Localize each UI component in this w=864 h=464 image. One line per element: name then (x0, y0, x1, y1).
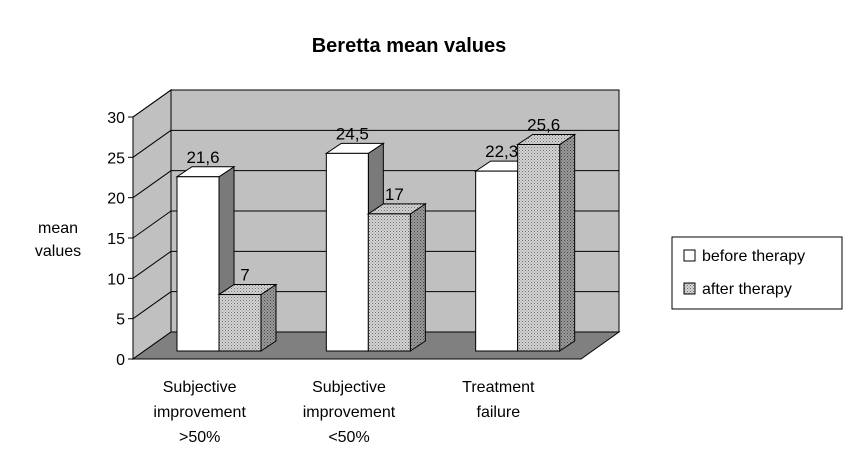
bar (325, 152, 369, 352)
y-tick-label: 5 (116, 312, 125, 329)
data-label: 17 (385, 185, 404, 204)
bar-side (260, 283, 277, 352)
gridline-side (132, 129, 172, 158)
x-tick-label: Treatment failure (462, 379, 535, 421)
bar (218, 294, 262, 352)
legend-box (671, 236, 843, 310)
bar-side (409, 202, 426, 352)
legend-swatch (683, 282, 696, 295)
y-axis-label: mean values (35, 220, 81, 260)
y-tick-label: 30 (107, 110, 125, 127)
bar (176, 176, 220, 352)
chart-title: Beretta mean values (312, 35, 507, 57)
y-tick-label: 10 (107, 271, 125, 288)
gridline-side (132, 291, 172, 320)
legend-label: after therapy (702, 281, 792, 298)
bar-side (559, 133, 576, 352)
bar (475, 170, 519, 352)
gridline-side (132, 170, 172, 199)
legend-swatch (683, 249, 696, 262)
gridline-side (132, 210, 172, 239)
y-tick-label: 0 (116, 352, 125, 369)
legend-label: before therapy (702, 248, 805, 265)
data-label: 24,5 (336, 124, 369, 143)
legend: before therapy after therapy (671, 236, 843, 310)
y-tick-label: 20 (107, 191, 125, 208)
bar (517, 143, 561, 352)
x-tick-label: Subjective improvement <50% (303, 379, 396, 446)
plot-area: 0 5 10 15 20 25 30 mean values 21,6 7 Subjective imp… (35, 89, 621, 446)
data-label: 25,6 (527, 115, 560, 134)
y-tick-label: 15 (107, 231, 125, 248)
x-tick-label: Subjective improvement >50% (153, 379, 246, 446)
y-tick-label: 25 (107, 150, 125, 167)
data-label: 21,6 (186, 148, 219, 167)
gridline-side (132, 89, 172, 118)
gridline-side (132, 250, 172, 279)
data-label: 22,3 (485, 142, 518, 161)
bar (367, 213, 411, 352)
data-label: 7 (240, 266, 249, 285)
